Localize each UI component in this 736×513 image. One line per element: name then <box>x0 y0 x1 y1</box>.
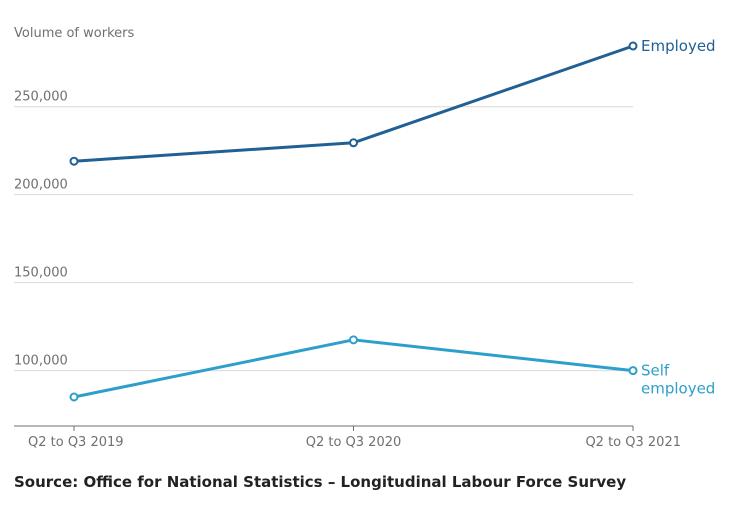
x-tick-label: Q2 to Q3 2021 <box>585 435 681 450</box>
line-chart: Volume of workers 100,000 150,000 200,000 2… <box>14 26 716 450</box>
x-tick-label: Q2 to Q3 2019 <box>28 435 124 450</box>
data-point <box>349 335 358 345</box>
series-label: Self employed <box>641 362 715 398</box>
y-tick-label: 200,000 <box>14 178 68 193</box>
data-point <box>69 156 79 166</box>
series-label-line: employed <box>641 380 715 398</box>
data-point <box>69 392 79 402</box>
y-tick-label: 150,000 <box>14 266 68 281</box>
x-axis: Q2 to Q3 2019 Q2 to Q3 2020 Q2 to Q3 2021 <box>14 425 681 450</box>
series-line <box>73 338 634 399</box>
series-label: Employed <box>641 37 716 55</box>
series-2: Self employed <box>69 335 715 402</box>
data-point <box>349 138 358 148</box>
gridlines <box>14 106 633 372</box>
data-point <box>628 366 638 376</box>
y-tick-label: 100,000 <box>14 354 68 369</box>
series-label-line: Employed <box>641 37 716 55</box>
source-note: Source: Office for National Statistics –… <box>14 473 627 491</box>
y-axis-label: Volume of workers <box>14 26 134 41</box>
y-axis-ticks: 100,000 150,000 200,000 250,000 <box>14 90 68 369</box>
series-1: Employed <box>69 37 716 166</box>
series-group: Employed Self employed <box>69 37 716 402</box>
x-tick-label: Q2 to Q3 2020 <box>306 435 402 450</box>
y-tick-label: 250,000 <box>14 90 68 105</box>
data-point <box>628 41 638 51</box>
series-label-line: Self <box>641 362 670 380</box>
